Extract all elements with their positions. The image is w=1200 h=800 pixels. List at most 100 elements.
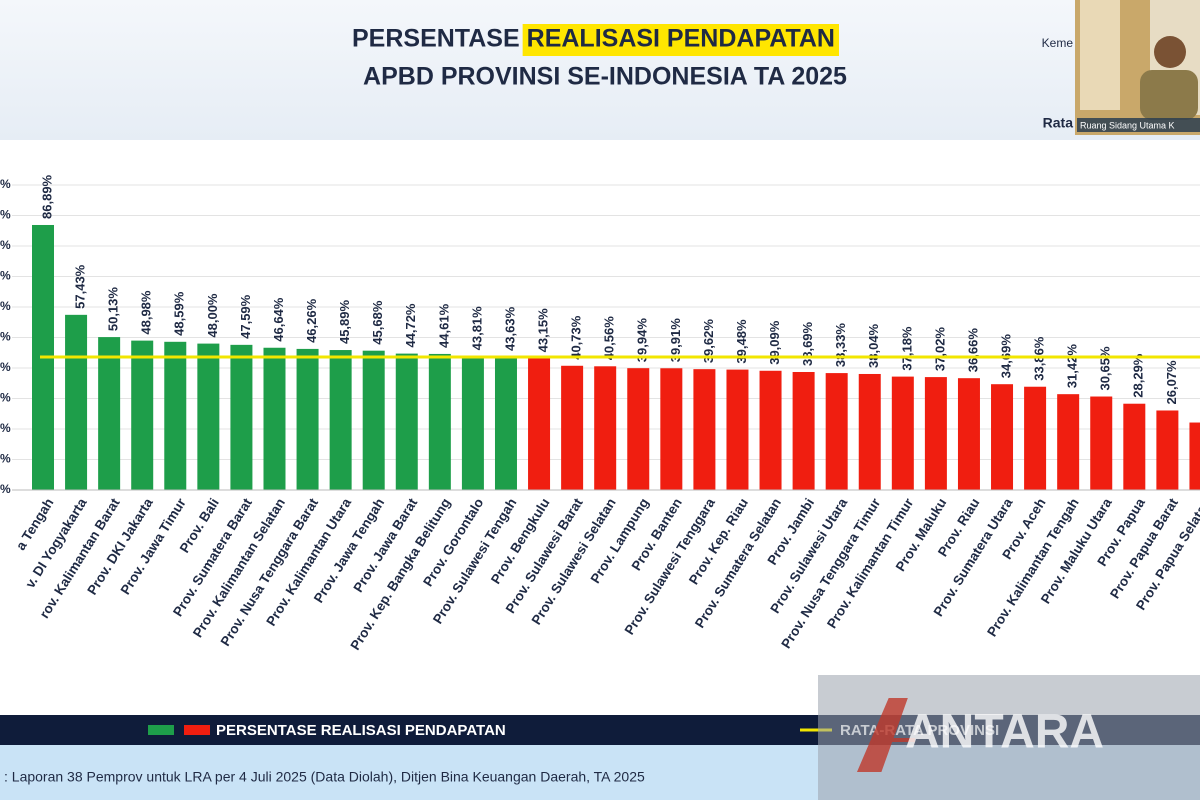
value-label: 48,59% — [172, 291, 187, 336]
bar — [263, 347, 286, 490]
bar — [759, 370, 782, 490]
value-label: 45,68% — [370, 300, 385, 345]
bar — [693, 369, 716, 490]
value-label: 30,65% — [1098, 346, 1113, 391]
watermark-logo — [856, 698, 915, 772]
legend-swatch — [184, 725, 210, 735]
value-label: 50,13% — [106, 287, 121, 332]
value-label: 26,07% — [1164, 360, 1179, 405]
watermark-text: ANTARA — [905, 706, 1104, 759]
y-tick-label: % — [0, 269, 11, 283]
title-lead: PERSENTASE — [352, 25, 520, 53]
bar — [362, 350, 385, 490]
bar — [65, 314, 88, 490]
bar — [395, 353, 418, 490]
bar — [461, 356, 484, 490]
y-tick-label: % — [0, 177, 11, 191]
bar — [957, 378, 980, 490]
bar — [494, 356, 517, 490]
value-label: 48,98% — [139, 290, 154, 335]
title-line2: APBD PROVINSI SE-INDONESIA TA 2025 — [363, 63, 847, 91]
bar — [1156, 410, 1179, 490]
value-label: 37,02% — [932, 327, 947, 372]
bar — [1090, 396, 1113, 490]
value-label: 39,09% — [767, 320, 782, 365]
legend-swatch — [148, 725, 174, 735]
y-tick-label: % — [0, 299, 11, 313]
y-tick-label: % — [0, 208, 11, 222]
video-person — [1140, 70, 1198, 120]
bar — [594, 366, 617, 490]
bar — [164, 341, 187, 490]
bar — [726, 369, 749, 490]
top-right-text: Keme — [1042, 36, 1074, 50]
value-label: 31,42% — [1065, 344, 1080, 389]
title-highlight-text: REALISASI PENDAPATAN — [527, 25, 835, 53]
value-label: 46,64% — [271, 297, 286, 342]
video-caption-bg — [1077, 118, 1200, 132]
value-label: 39,94% — [635, 318, 650, 363]
value-label: 46,26% — [304, 298, 319, 343]
bar — [991, 384, 1014, 490]
video-caption: Ruang Sidang Utama K — [1080, 120, 1175, 130]
bar — [858, 373, 881, 490]
title-highlight — [522, 24, 839, 56]
value-label: 36,66% — [965, 328, 980, 373]
bar — [561, 365, 584, 490]
source-note: : Laporan 38 Pemprov untuk LRA per 4 Jul… — [4, 769, 645, 785]
bar — [98, 337, 121, 490]
bar — [825, 373, 848, 490]
y-tick-label: % — [0, 391, 11, 405]
value-label: 44,61% — [436, 303, 451, 348]
value-label: 86,89% — [39, 174, 54, 219]
value-label: 38,04% — [866, 323, 881, 368]
value-label: 28,29% — [1131, 353, 1146, 398]
value-label: 40,56% — [602, 316, 617, 361]
value-label: 39,48% — [734, 319, 749, 364]
bar — [1057, 394, 1080, 490]
value-label: 43,63% — [502, 306, 517, 351]
bar — [197, 343, 220, 490]
video-wall — [1080, 0, 1120, 110]
bar — [1189, 422, 1200, 490]
legend-label: PERSENTASE REALISASI PENDAPATAN — [216, 722, 506, 739]
y-tick-label: % — [0, 330, 11, 344]
y-tick-label: % — [0, 421, 11, 435]
value-label: 47,59% — [238, 294, 253, 339]
value-label: 37,18% — [899, 326, 914, 371]
bar — [528, 358, 551, 490]
value-label: 40,73% — [569, 315, 584, 360]
video-person — [1154, 36, 1186, 68]
bar — [296, 348, 319, 490]
y-tick-label: % — [0, 482, 11, 496]
value-label: 39,62% — [701, 319, 716, 364]
bar — [131, 340, 154, 490]
bar — [1024, 386, 1047, 490]
value-label: 43,81% — [469, 306, 484, 351]
bar — [428, 353, 451, 490]
value-label: 38,33% — [833, 323, 848, 368]
bar — [230, 344, 253, 490]
value-label: 48,00% — [205, 293, 220, 338]
value-label: 44,72% — [403, 303, 418, 348]
bar — [329, 350, 352, 490]
y-tick-label: % — [0, 238, 11, 252]
bar — [792, 371, 815, 490]
bar — [660, 368, 683, 490]
bar — [627, 368, 650, 490]
bar — [1123, 403, 1146, 490]
value-label: 45,89% — [337, 300, 352, 345]
value-label: 39,91% — [668, 318, 683, 363]
value-label: 22,12% — [1197, 372, 1200, 417]
y-tick-label: % — [0, 452, 11, 466]
y-tick-label: % — [0, 360, 11, 374]
value-label: 38,69% — [800, 321, 815, 366]
value-label: 43,15% — [535, 308, 550, 353]
value-label: 57,43% — [73, 264, 88, 309]
top-right-text: Rata — [1043, 115, 1074, 131]
bar — [891, 376, 914, 490]
bar — [924, 377, 947, 490]
header-band — [0, 0, 1200, 140]
